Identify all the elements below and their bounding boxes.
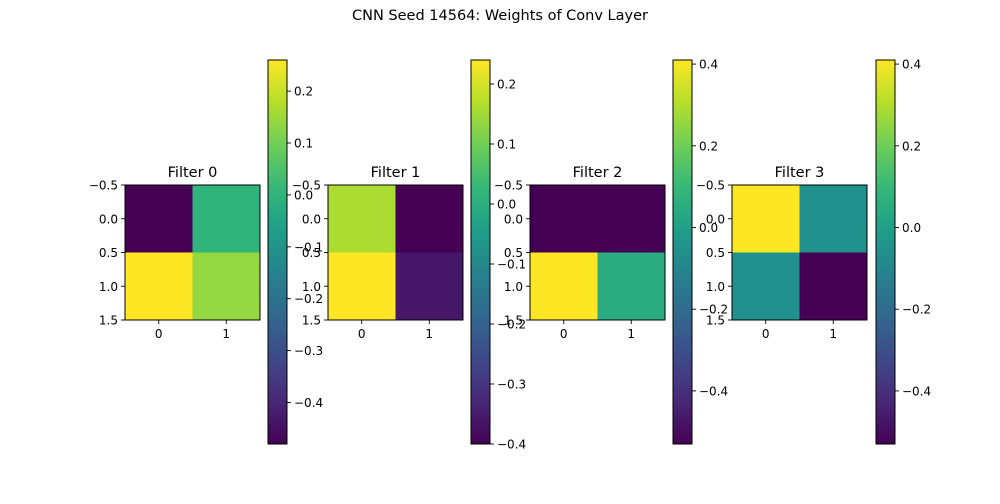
subplot-0: Filter 00 1−0.50.00.51.01.50.20.10.0−0.1−… (89, 59, 323, 445)
heatmap-cell (125, 252, 193, 321)
colorbar-tick-label: 0.0 (497, 198, 516, 212)
colorbar-tick-label: −0.4 (294, 396, 323, 410)
colorbar-tick-label: −0.4 (497, 438, 526, 452)
figure-title: CNN Seed 14564: Weights of Conv Layer (352, 8, 648, 24)
heatmap-cell (125, 185, 193, 253)
colorbar-tick-label: 0.2 (902, 139, 921, 153)
colorbar-tick-label: 0.2 (699, 139, 718, 153)
x-tick-label: 1 (222, 327, 230, 341)
heatmap-cell (328, 185, 396, 253)
x-tick-label: 0 (155, 327, 163, 341)
heatmap-cell (192, 252, 261, 321)
y-tick-label: 0.5 (302, 246, 321, 260)
y-tick-label: −0.5 (494, 179, 523, 193)
heatmap-cell (328, 252, 396, 321)
heatmap-cell (395, 252, 464, 321)
heatmap-cell (597, 185, 666, 253)
heatmap-cell (530, 185, 598, 253)
colorbar-frame (470, 59, 491, 445)
subplot-1: Filter 10 1−0.50.00.51.01.50.20.10.0−0.1−… (292, 59, 526, 452)
subplot-title: Filter 0 (168, 165, 218, 181)
colorbar-tick-label: 0.1 (497, 138, 516, 152)
heatmap-cell (732, 185, 800, 253)
colorbar-tick-label: −0.1 (497, 258, 526, 272)
heatmap-cell (395, 185, 464, 253)
colorbar-frame (267, 59, 288, 445)
colorbar-tick-label: 0.4 (902, 58, 921, 72)
x-tick-label: 1 (627, 327, 635, 341)
colorbar-tick-label: −0.4 (902, 384, 931, 398)
colorbar-tick-label: −0.3 (497, 378, 526, 392)
colorbar-tick-label: −0.1 (294, 240, 323, 254)
subplot-title: Filter 1 (371, 165, 421, 181)
colorbar-tick-label: −0.3 (294, 344, 323, 358)
colorbar (471, 60, 490, 444)
colorbar-tick-label: 0.1 (294, 137, 313, 151)
heatmap-cell (597, 252, 666, 321)
subplot-3: Filter 3 0 1 −0.5 0.0 0.5 1.0 1.5 0.4 0.2 0.0 −0.2 −… (696, 58, 931, 445)
heatmap-cell (799, 185, 868, 253)
colorbar-tick-label: 0.0 (902, 221, 921, 235)
y-tick-label: 0.0 (706, 212, 725, 226)
colorbar-frame (875, 59, 896, 445)
heatmap-cell (530, 252, 598, 321)
y-tick-label: 1.5 (706, 314, 725, 328)
colorbar-tick-label: −0.2 (497, 318, 526, 332)
y-tick-label: 1.5 (302, 314, 321, 328)
heatmap-cell (799, 252, 868, 321)
x-tick-label: 1 (425, 327, 433, 341)
colorbar-tick-label: 0.4 (699, 58, 718, 72)
colorbar (876, 60, 895, 444)
x-tick-label: 0 (358, 327, 366, 341)
colorbar-frame (672, 59, 693, 445)
y-tick-label: 1.0 (99, 280, 118, 294)
x-tick-label: 0 (560, 327, 568, 341)
colorbar-tick-label: 0.2 (294, 85, 313, 99)
y-tick-label: −0.5 (89, 179, 118, 193)
heatmap-cell (192, 185, 261, 253)
y-tick-label: 0.0 (504, 212, 523, 226)
y-tick-label: 1.0 (706, 280, 725, 294)
y-tick-label: 1.5 (504, 314, 523, 328)
y-tick-label: 0.5 (706, 246, 725, 260)
subplot-2: Filter 2 0 1 −0.5 0.0 0.5 1.0 1.5 0.4 0.2 0.0 −0.2 −… (494, 58, 728, 445)
colorbar-tick-label: 0.0 (699, 221, 718, 235)
subplot-title: Filter 2 (573, 165, 623, 181)
y-tick-label: 0.5 (99, 246, 118, 260)
heatmap-cell (732, 252, 800, 321)
colorbar-tick-label: −0.2 (699, 303, 728, 317)
y-tick-label: −0.5 (292, 179, 321, 193)
y-tick-label: 0.0 (302, 212, 321, 226)
colorbar-tick-label: −0.2 (294, 292, 323, 306)
y-tick-label: 0.5 (504, 246, 523, 260)
colorbar-tick-label: 0.0 (294, 188, 313, 202)
x-tick-label: 1 (829, 327, 837, 341)
y-tick-label: −0.5 (696, 179, 725, 193)
colorbar-tick-label: 0.2 (497, 78, 516, 92)
colorbar-tick-label: −0.2 (902, 303, 931, 317)
y-tick-label: 0.0 (99, 212, 118, 226)
colorbar (673, 60, 692, 444)
y-tick-label: 1.0 (302, 280, 321, 294)
x-tick-label: 0 (762, 327, 770, 341)
y-tick-label: 1.0 (504, 280, 523, 294)
subplot-title: Filter 3 (775, 165, 825, 181)
colorbar-tick-label: −0.4 (699, 384, 728, 398)
y-tick-label: 1.5 (99, 314, 118, 328)
colorbar (268, 60, 287, 444)
